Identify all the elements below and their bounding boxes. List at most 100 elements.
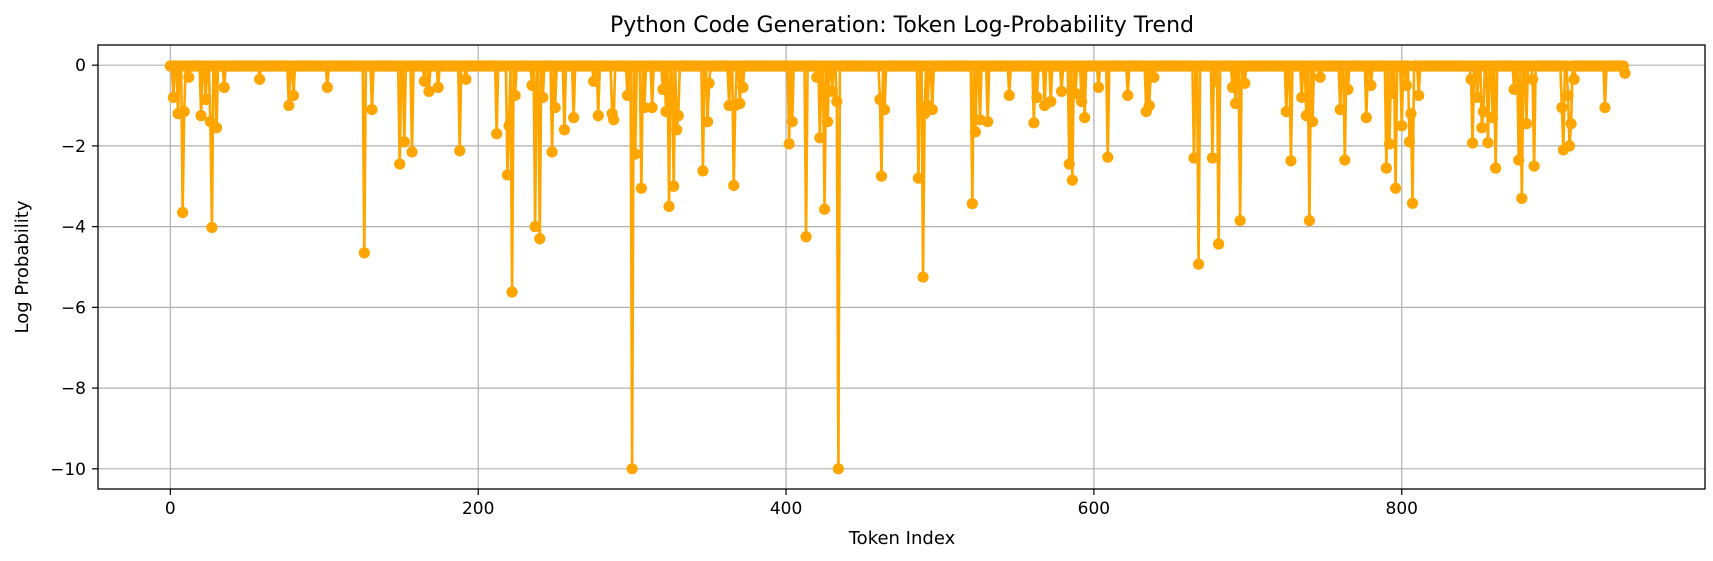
data-point [283,99,295,112]
data-point [358,247,370,259]
data-point [1226,81,1239,93]
data-point [1239,77,1251,89]
data-point [878,103,891,116]
data-point [1148,71,1160,83]
data-point [1365,79,1377,91]
data-point [1477,106,1489,118]
data-point [1031,91,1043,104]
data-point [822,116,834,128]
data-point [818,203,831,215]
data-point [1482,137,1494,149]
data-point [1390,182,1402,194]
y-tick-label: −8 [61,379,86,399]
data-point [210,122,223,134]
data-point [418,75,430,87]
data-point [423,85,435,98]
x-axis-ticks: 0 200 400 600 800 [165,489,1418,519]
data-point [1556,101,1568,114]
data-point [1619,67,1631,79]
y-tick-label: −6 [61,298,86,318]
y-axis-label: Log Probability [12,200,33,333]
data-point [1568,73,1580,85]
data-point [783,138,795,150]
data-point [200,93,212,106]
data-point [1380,162,1392,174]
data-point [814,132,826,144]
data-point [663,200,675,213]
data-point [287,89,300,102]
data-point [1079,112,1091,124]
data-point [668,180,680,192]
data-point [1599,101,1611,114]
data-point [626,463,638,475]
x-tick-label: 200 [462,499,494,519]
data-point [546,146,558,158]
data-point [629,148,641,160]
data-point [1383,138,1396,150]
data-point [672,110,684,122]
data-point [526,79,538,91]
x-tick-label: 0 [165,499,176,519]
data-point [1285,155,1297,167]
data-point [1069,87,1082,100]
data-point [1055,85,1068,98]
data-point [1403,136,1416,148]
data-point [701,116,714,128]
data-point [826,85,838,98]
data-point [1206,152,1219,164]
data-point [588,75,600,87]
y-tick-label: −2 [61,137,86,157]
data-point [982,116,994,128]
data-point [660,106,672,118]
data-point [1520,118,1533,130]
data-point [501,169,514,181]
data-point [1516,192,1528,204]
data-point [1465,73,1477,85]
data-point [398,136,410,148]
data-point [1476,122,1488,134]
y-tick-label: −10 [50,460,86,480]
data-point [432,81,444,93]
grid-lines [98,45,1705,489]
data-point [254,73,266,85]
data-point [1406,197,1419,209]
y-axis-ticks: 0 −2 −4 −6 −8 −10 [50,56,98,480]
data-point [1360,112,1372,124]
data-point [1102,151,1114,163]
data-point [1063,158,1075,170]
data-point [549,101,561,114]
data-point [800,231,812,243]
data-point [1405,108,1417,120]
data-point [1303,214,1316,227]
data-point [534,233,546,245]
data-point [394,158,406,170]
data-point [621,89,634,102]
chart-title: Python Code Generation: Token Log-Probab… [610,13,1194,38]
data-point [1212,238,1225,250]
data-point [537,91,549,104]
data-point [1400,79,1412,91]
data-point [926,103,938,116]
data-point [177,206,189,219]
data-point [1466,137,1479,149]
data-point [1471,91,1483,104]
y-tick-label: −4 [61,218,86,238]
data-point [875,170,888,182]
data-point [1342,83,1354,95]
data-point [592,110,604,122]
data-point [1045,95,1057,108]
data-point [1296,91,1308,104]
data-point [1234,214,1246,227]
data-point [1003,89,1015,102]
data-point [558,124,571,136]
data-point [1396,120,1408,132]
data-point [635,182,647,194]
data-point [1334,103,1346,116]
data-point [460,73,472,85]
data-point [1486,112,1499,124]
data-point [1513,154,1525,166]
data-point [1192,258,1205,270]
data-point [218,81,230,93]
data-series-points [164,60,1631,475]
